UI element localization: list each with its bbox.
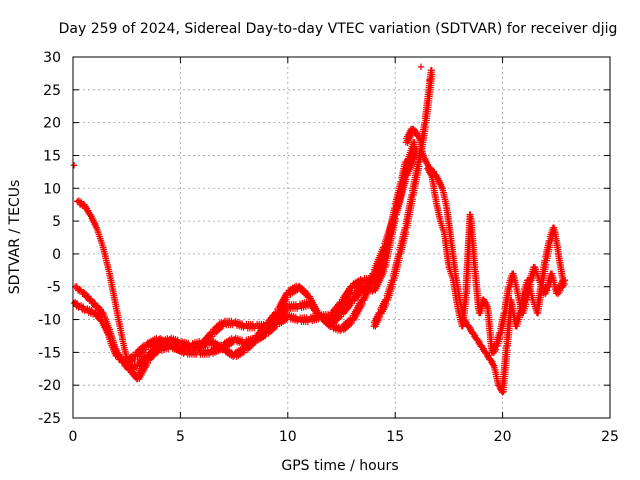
series-segment: [370, 309, 384, 330]
series-segment: [512, 309, 524, 330]
series-segment: [501, 283, 513, 317]
series-segment: [232, 318, 247, 331]
outlier-point: [417, 63, 425, 71]
x-tick-label: 25: [601, 429, 619, 445]
series-segment: [99, 244, 113, 277]
y-tick-label: -25: [38, 411, 61, 427]
series-segment: [296, 282, 312, 301]
series-segment: [286, 311, 301, 325]
series-segment: [402, 145, 420, 179]
series-segment: [518, 296, 530, 317]
chart-title: Day 259 of 2024, Sidereal Day-to-day VTE…: [59, 21, 618, 37]
series-segment: [339, 296, 355, 317]
series-segment: [370, 263, 388, 294]
y-tick-label: 30: [43, 50, 61, 66]
outlier-point: [70, 162, 78, 169]
x-tick-label: 0: [69, 429, 78, 445]
x-tick-label: 5: [176, 429, 185, 445]
series-segment: [93, 224, 107, 251]
x-tick-label: 10: [279, 429, 297, 445]
y-tick-label: 5: [52, 214, 61, 230]
series-segment: [232, 334, 247, 348]
series-track-f: [424, 165, 569, 357]
series-segment: [133, 342, 149, 360]
series-segment: [77, 302, 88, 315]
series-segment: [264, 315, 280, 331]
y-tick-label: 20: [43, 116, 61, 132]
series-segment: [168, 341, 183, 354]
marker-layer: [70, 63, 569, 396]
series-segment: [178, 337, 193, 351]
series-segment: [328, 309, 344, 327]
grid-layer: [73, 57, 610, 418]
series-segment: [145, 342, 162, 363]
series-segment: [274, 302, 291, 324]
series-segment: [285, 282, 301, 298]
y-tick-label: 0: [52, 247, 61, 263]
series-segment: [409, 159, 423, 199]
plot-frame: [72, 56, 611, 419]
series-segment: [168, 334, 183, 348]
series-segment: [550, 224, 563, 258]
series-segment: [483, 303, 496, 356]
series-segment: [156, 335, 172, 351]
series-segment: [349, 296, 366, 323]
series-segment: [296, 298, 312, 312]
series-segment: [106, 326, 120, 353]
series-segment: [396, 224, 410, 258]
series-segment: [383, 277, 397, 304]
data-point: [561, 276, 569, 284]
y-tick-label: -10: [38, 313, 61, 329]
series-segment: [428, 172, 440, 205]
series-segment: [232, 344, 248, 360]
series-segment: [458, 290, 470, 330]
series-segment: [199, 329, 216, 350]
y-axis-label: SDTVAR / TECUs: [7, 180, 23, 295]
series-segment: [106, 270, 120, 310]
series-segment: [493, 329, 504, 350]
series-segment: [274, 290, 291, 317]
series-track-c: [74, 145, 420, 383]
series-segment: [75, 197, 86, 209]
series-segment: [100, 309, 113, 333]
data-point: [411, 139, 418, 146]
series-segment: [360, 270, 377, 304]
series-track-b: [71, 139, 418, 374]
y-tick-label: -20: [38, 378, 61, 394]
series-segment: [338, 283, 356, 307]
series-segment: [421, 67, 436, 126]
series-segment: [339, 315, 355, 334]
series-segment: [195, 347, 213, 358]
y-tick-label: 15: [43, 148, 61, 164]
series-segment: [134, 355, 152, 383]
outlier-point: [426, 76, 433, 84]
data-point: [428, 66, 435, 74]
series-segment: [402, 191, 416, 231]
tick-layer: 0 5 10 15 20 25 -25 -20 -15 -10 -5 0 5 10 15 20 25 30: [38, 50, 619, 445]
series-segment: [391, 172, 410, 218]
x-axis-label: GPS time / hours: [281, 458, 398, 474]
x-tick-label: 15: [386, 429, 404, 445]
series-segment: [350, 276, 366, 292]
y-tick-label: 25: [43, 83, 61, 99]
y-tick-label: -5: [47, 280, 61, 296]
y-tick-label: 10: [43, 181, 61, 197]
series-segment: [499, 342, 511, 395]
series-segment: [377, 296, 390, 317]
y-tick-label: -15: [38, 345, 61, 361]
x-tick-label: 20: [494, 429, 512, 445]
series-segment: [370, 244, 388, 277]
series-segment: [389, 250, 403, 284]
series-segment: [466, 211, 479, 271]
series-segment: [449, 277, 462, 310]
series-segment: [555, 250, 567, 284]
series-segment: [381, 211, 399, 251]
series-segment: [329, 321, 344, 335]
series-segment: [242, 335, 259, 354]
series-segment: [210, 319, 226, 337]
series-segment: [349, 283, 366, 304]
series-segment: [432, 198, 444, 225]
